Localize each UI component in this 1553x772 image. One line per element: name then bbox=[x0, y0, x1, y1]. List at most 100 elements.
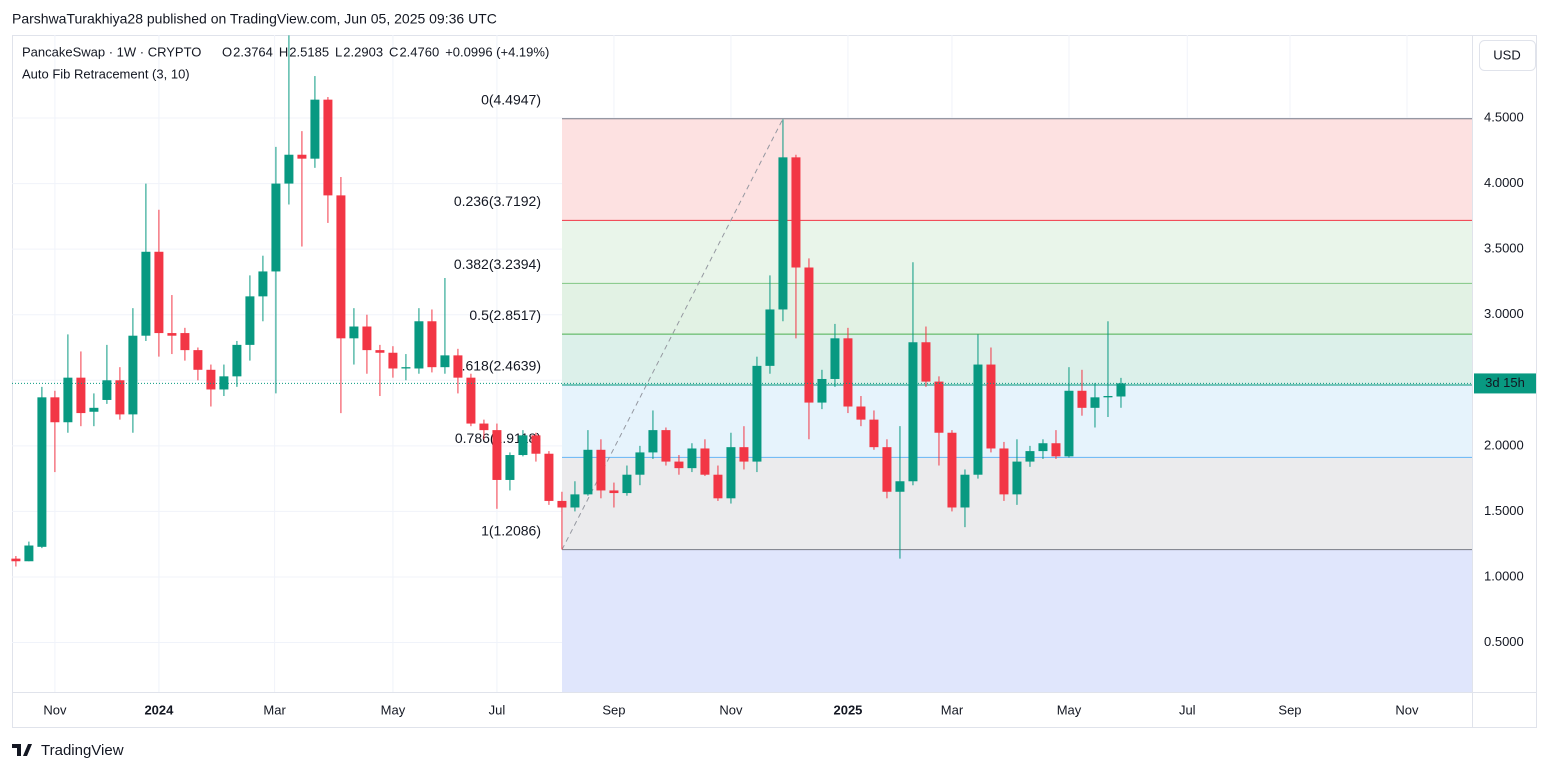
x-tick-label: 2024 bbox=[144, 702, 174, 717]
legend-key: H bbox=[279, 44, 288, 59]
candle-body bbox=[778, 157, 788, 310]
x-tick-label: Nov bbox=[719, 702, 743, 717]
candle-body bbox=[297, 154, 307, 159]
candle-body bbox=[284, 154, 294, 184]
candle-body bbox=[453, 355, 463, 378]
candle-body bbox=[843, 338, 853, 407]
fib-label: 0(4.4947) bbox=[481, 91, 541, 107]
candle-body bbox=[531, 435, 541, 454]
candle-body bbox=[76, 377, 86, 414]
candle-body bbox=[583, 449, 593, 495]
fib-label: 1(1.2086) bbox=[481, 522, 541, 538]
ohlc-legend: O 2.3764 H 2.5185 L 2.2903 C 2.4760 +0.0996 (+4.… bbox=[222, 44, 549, 59]
y-tick-label: 4.5000 bbox=[1484, 109, 1524, 124]
brand-logo bbox=[12, 744, 32, 756]
candle-body bbox=[869, 419, 879, 448]
candle-body bbox=[323, 99, 333, 196]
x-tick-label: Nov bbox=[1395, 702, 1419, 717]
x-tick-label: Jul bbox=[489, 702, 506, 717]
brand: TradingView bbox=[41, 742, 124, 759]
fib-zone bbox=[562, 118, 1472, 221]
fib-label: 0.236(3.7192) bbox=[454, 193, 541, 209]
candle-body bbox=[128, 335, 138, 415]
fib-retracement: 0(4.4947) 0.236(3.7192) 0.382(3.2394) 0.5(2… bbox=[454, 91, 1472, 692]
candle-body bbox=[24, 545, 34, 562]
x-tick-label: May bbox=[381, 702, 406, 717]
candle-body bbox=[219, 376, 229, 390]
candle-body bbox=[310, 99, 320, 159]
fib-label: 0.618(2.4639) bbox=[454, 358, 541, 374]
candle-body bbox=[830, 338, 840, 379]
candle-body bbox=[141, 251, 151, 336]
x-tick-label: 2025 bbox=[833, 702, 862, 717]
candle-body bbox=[336, 195, 346, 339]
candle-body bbox=[50, 397, 60, 423]
candle-body bbox=[206, 369, 216, 390]
candle-body bbox=[596, 449, 606, 491]
candle-body bbox=[1116, 383, 1126, 397]
y-tick-label: 0.5000 bbox=[1484, 634, 1524, 649]
candle-body bbox=[37, 397, 47, 547]
candle-body bbox=[245, 296, 255, 345]
candle-body bbox=[479, 423, 489, 431]
fib-zone bbox=[562, 283, 1472, 335]
candle-body bbox=[934, 381, 944, 433]
candle-body bbox=[908, 342, 918, 482]
candle-body bbox=[466, 377, 476, 424]
candle-body bbox=[817, 378, 827, 403]
candle-body bbox=[414, 321, 424, 369]
candle-body bbox=[193, 350, 203, 370]
candle-body bbox=[752, 365, 762, 462]
candle-body bbox=[518, 435, 528, 456]
candle-body bbox=[115, 380, 125, 415]
candle-body bbox=[1064, 390, 1074, 457]
candle-body bbox=[375, 350, 385, 353]
indicator: Auto Fib Retracement (3, 10) bbox=[22, 66, 190, 81]
candle-body bbox=[648, 430, 658, 453]
legend-value: 2.3764 bbox=[233, 44, 273, 59]
candle-body bbox=[388, 352, 398, 369]
published-line: ParshwaTurakhiya28 published on TradingV… bbox=[12, 11, 497, 27]
candle-body bbox=[765, 309, 775, 366]
y-tick-label: 2.0000 bbox=[1484, 437, 1524, 452]
candle-body bbox=[154, 251, 164, 334]
countdown: 3d 15h bbox=[1485, 375, 1525, 390]
candle-body bbox=[895, 481, 905, 492]
candle-body bbox=[713, 474, 723, 499]
candle-body bbox=[1038, 443, 1048, 452]
chart-frame bbox=[12, 35, 1537, 728]
candle-body bbox=[791, 157, 801, 268]
fib-label: 0.5(2.8517) bbox=[469, 307, 541, 323]
currency[interactable]: USD bbox=[1493, 47, 1520, 62]
y-tick-label: 4.0000 bbox=[1484, 175, 1524, 190]
candle-body bbox=[804, 267, 814, 403]
y-tick-label: 1.0000 bbox=[1484, 568, 1524, 583]
candle-body bbox=[401, 367, 411, 369]
currency-button[interactable] bbox=[1479, 40, 1536, 71]
candle-body bbox=[1090, 397, 1100, 408]
candle-body bbox=[167, 333, 177, 336]
candle-body bbox=[89, 407, 99, 412]
x-tick-label: Jul bbox=[1179, 702, 1196, 717]
axes: 0.50001.00001.50002.00002.50003.00003.50… bbox=[43, 109, 1536, 717]
candle-body bbox=[427, 321, 437, 368]
fib-zone bbox=[562, 220, 1472, 284]
candle-body bbox=[362, 326, 372, 351]
candle-body bbox=[609, 490, 619, 494]
candle-body bbox=[960, 474, 970, 508]
candle-body bbox=[544, 453, 554, 501]
legend-key: O bbox=[222, 44, 232, 59]
candle-body bbox=[674, 461, 684, 469]
candle-body bbox=[1025, 451, 1035, 462]
candle-body bbox=[999, 448, 1009, 495]
candle-body bbox=[492, 430, 502, 480]
candle-body bbox=[739, 447, 749, 462]
candle-body bbox=[349, 326, 359, 339]
candle-body bbox=[687, 448, 697, 469]
candle-body bbox=[180, 333, 190, 351]
candle-body bbox=[570, 494, 580, 508]
x-tick-label: Sep bbox=[602, 702, 625, 717]
candle-body bbox=[661, 430, 671, 462]
candle-body bbox=[700, 448, 710, 475]
